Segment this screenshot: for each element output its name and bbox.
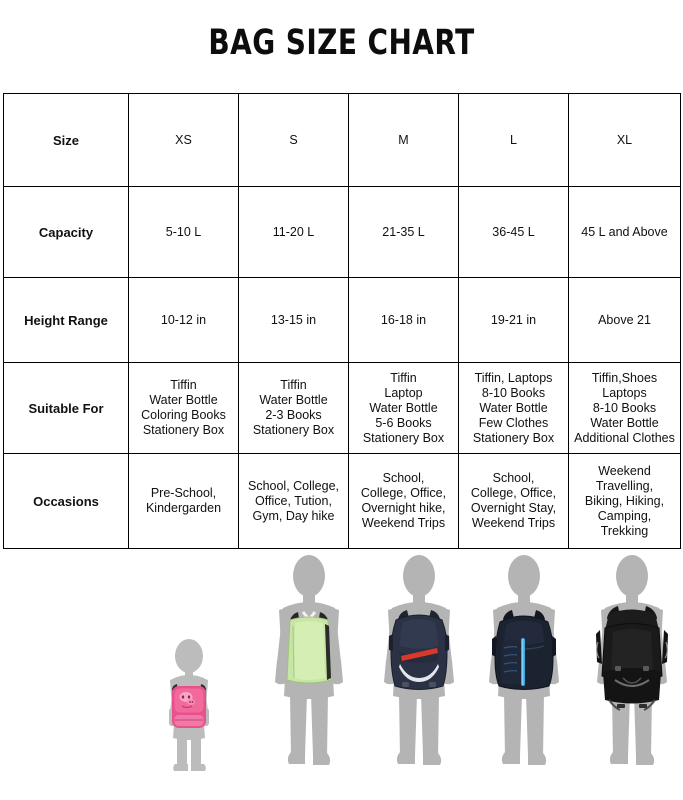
cell-line: Camping, [597,508,652,523]
page-title: BAG SIZE CHART [208,23,475,63]
row-header-occasions: Occasions [3,453,129,549]
table-row: Suitable For Tiffin Water Bottle Coloring … [3,362,681,454]
cell-line: 8-10 Books [592,400,657,415]
cell-capacity-m: 21-35 L [348,186,459,278]
row-header-size: Size [3,93,129,187]
cell-line: Tiffin [170,378,197,392]
bag-s [286,616,332,684]
table-row: Capacity 5-10 L 11-20 L 21-35 L 36-45 L … [3,186,681,278]
figure-illustrations [0,520,683,800]
cell-height-xs: 10-12 in [128,277,239,363]
row-header-height-range: Height Range [3,277,129,363]
cell-line: Laptop [384,385,423,400]
size-chart-table-container: Size XS S M L XL Capacity 5-10 L 11-20 L… [3,93,681,549]
cell-line: Stationery Box [252,423,335,437]
bag-xl [596,606,668,711]
row-header-capacity: Capacity [3,186,129,278]
cell-suitable-l: Tiffin, Laptops 8-10 Books Water Bottle Few… [458,362,569,454]
cell-line: Weekend Trips [361,516,446,530]
cell-size-xs: XS [128,93,239,187]
cell-line: Water Bottle [369,400,438,415]
cell-line: Weekend Trips [471,516,556,530]
cell-line: Biking, Hiking, [584,493,665,508]
figure-xl-adult-with-backpack [585,550,679,774]
cell-line: Few Clothes [478,415,549,430]
cell-capacity-s: 11-20 L [238,186,349,278]
cell-line: Gym, Day hike [252,508,335,523]
cell-capacity-xs: 5-10 L [128,186,239,278]
cell-line: Office, Tution, [255,493,332,508]
cell-size-xl: XL [568,93,681,187]
cell-line: Overnight Stay, [470,501,557,515]
cell-line: College, Office, [470,486,557,500]
cell-line: Weekend [598,463,651,478]
cell-height-xl: Above 21 [568,277,681,363]
cell-line: Stationery Box [142,423,225,437]
cell-line: 2-3 Books [265,408,322,422]
cell-suitable-m: Tiffin Laptop Water Bottle 5-6 Books Station… [348,362,459,454]
figure-l-adult-with-backpack [478,550,570,774]
cell-occasions-s: School, College, Office, Tution, Gym, Day … [238,453,349,549]
cell-capacity-xl: 45 L and Above [568,186,681,278]
cell-line: Water Bottle [149,393,218,407]
cell-size-s: S [238,93,349,187]
cell-line: Stationery Box [362,430,445,445]
cell-line: School, College, [247,478,340,493]
cell-occasions-m: School, College, Office, Overnight hike, We… [348,453,459,549]
cell-line: Water Bottle [259,393,328,407]
cell-height-l: 19-21 in [458,277,569,363]
cell-line: Pre-School, [150,486,217,500]
cell-line: School, [492,471,535,485]
cell-suitable-s: Tiffin Water Bottle 2-3 Books Stationery Bo… [238,362,349,454]
cell-height-s: 13-15 in [238,277,349,363]
cell-line: Overnight hike, [361,501,446,515]
cell-line: Tiffin [280,378,307,392]
cell-line: Water Bottle [479,400,548,415]
figure-m-adult-with-backpack [373,550,465,774]
cell-line: College, Office, [360,486,447,500]
cell-suitable-xl: Tiffin,Shoes Laptops 8-10 Books Water Bottl… [568,362,681,454]
cell-line: Kindergarden [145,501,222,515]
cell-line: Tiffin, Laptops [474,370,553,385]
row-header-suitable-for: Suitable For [3,362,129,454]
cell-line: Laptops [602,385,647,400]
cell-line: Water Bottle [590,415,659,430]
figure-xs-child-with-backpack [158,634,220,774]
cell-capacity-l: 36-45 L [458,186,569,278]
cell-line: Tiffin [390,370,417,385]
bag-m [389,614,449,690]
table-row: Occasions Pre-School, Kindergarden School… [3,453,681,549]
cell-line: School, [382,471,425,485]
cell-size-l: L [458,93,569,187]
cell-size-m: M [348,93,459,187]
cell-line: Stationery Box [472,430,555,445]
table-row: Size XS S M L XL [3,93,681,187]
figure-s-adult-with-backpack [265,550,353,774]
cell-line: Tiffin,Shoes [591,370,658,385]
cell-occasions-xl: Weekend Travelling, Biking, Hiking, Camping… [568,453,681,549]
table-row: Height Range 10-12 in 13-15 in 16-18 in … [3,277,681,363]
cell-line: Additional Clothes [574,430,675,445]
cell-line: Coloring Books [141,408,226,422]
cell-occasions-l: School, College, Office, Overnight Stay, We… [458,453,569,549]
cell-occasions-xs: Pre-School, Kindergarden [128,453,239,549]
bag-l [492,615,556,690]
cell-line: 8-10 Books [481,385,546,400]
cell-suitable-xs: Tiffin Water Bottle Coloring Books Statione… [128,362,239,454]
cell-line: Trekking [600,523,649,538]
cell-height-m: 16-18 in [348,277,459,363]
bag-xs [172,684,206,728]
cell-line: Travelling, [595,478,654,493]
size-chart-table: Size XS S M L XL Capacity 5-10 L 11-20 L… [3,93,681,549]
cell-line: 5-6 Books [375,415,432,430]
